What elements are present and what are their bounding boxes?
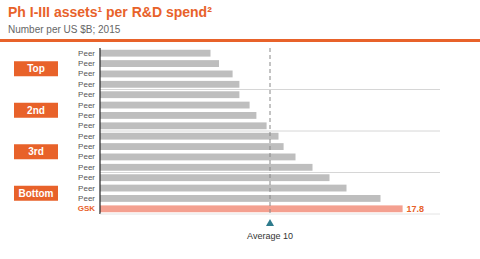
row-label: Peer — [78, 59, 95, 68]
row-label: Peer — [78, 142, 95, 151]
bar — [100, 112, 256, 119]
group-label: Top — [27, 63, 45, 74]
group-divider — [100, 89, 440, 90]
average-line — [270, 48, 271, 214]
bar — [100, 133, 279, 140]
bar — [100, 122, 267, 129]
bar — [100, 91, 239, 98]
row-label: Peer — [78, 152, 95, 161]
group-label: 3rd — [28, 146, 44, 157]
title: Ph I-III assets¹ per R&D spend² — [8, 4, 212, 20]
group-box — [14, 103, 58, 118]
subtitle: Number per US $B; 2015 — [8, 24, 121, 35]
row-label: Peer — [78, 80, 95, 89]
row-label: Peer — [78, 163, 95, 172]
row-label: Peer — [78, 101, 95, 110]
bar — [100, 50, 211, 57]
data-label: 17.8 — [407, 204, 425, 214]
group-divider — [100, 131, 440, 132]
bar — [100, 60, 219, 67]
bar — [100, 143, 284, 150]
group-label: Bottom — [19, 188, 54, 199]
group-divider — [100, 172, 440, 173]
bar — [100, 205, 403, 212]
accent-bar — [0, 39, 480, 42]
row-label: Peer — [78, 194, 95, 203]
bar — [100, 195, 381, 202]
group-box — [14, 61, 58, 76]
row-label: Peer — [78, 173, 95, 182]
bar — [100, 102, 250, 109]
bar — [100, 185, 347, 192]
bar — [100, 164, 313, 171]
bar — [100, 71, 233, 78]
group-label: 2nd — [27, 105, 45, 116]
group-box — [14, 186, 58, 201]
bar — [100, 154, 296, 161]
row-label: Peer — [78, 90, 95, 99]
row-label: Peer — [78, 132, 95, 141]
row-label: Peer — [78, 184, 95, 193]
axis-line — [99, 48, 100, 214]
row-label: Peer — [78, 111, 95, 120]
row-label: GSK — [78, 204, 96, 213]
bar — [100, 174, 330, 181]
average-marker — [266, 219, 274, 226]
row-label: Peer — [78, 121, 95, 130]
chart: Ph I-III assets¹ per R&D spend² Number pe… — [0, 0, 480, 259]
row-label: Peer — [78, 49, 95, 58]
average-label: Average 10 — [247, 231, 293, 241]
row-label: Peer — [78, 69, 95, 78]
group-box — [14, 144, 58, 159]
bar — [100, 81, 239, 88]
